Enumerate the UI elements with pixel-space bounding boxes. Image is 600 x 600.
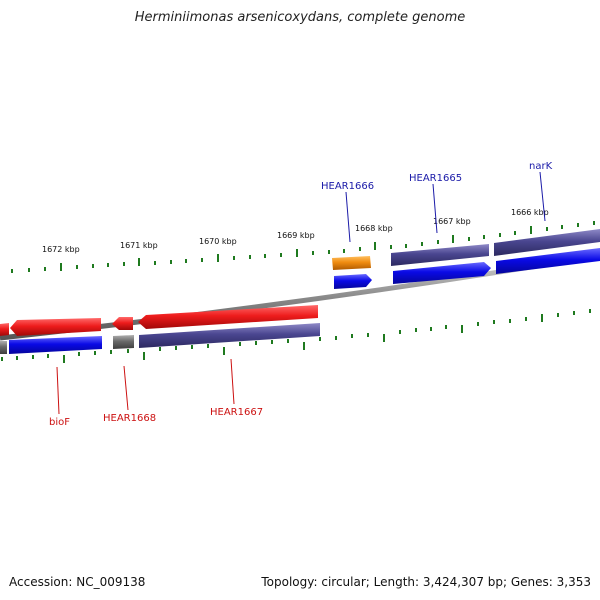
gene-HEAR1667-cds[interactable] xyxy=(139,323,320,348)
gene-label-HEAR1667[interactable]: HEAR1667 xyxy=(210,407,263,418)
gene-label-HEAR1665[interactable]: HEAR1665 xyxy=(409,173,462,184)
gene-HEAR1666-bar[interactable] xyxy=(332,256,371,270)
tick-label-1672: 1672 kbp xyxy=(42,245,80,254)
tick-label-1666: 1666 kbp xyxy=(511,208,549,217)
tick-label-1671: 1671 kbp xyxy=(120,241,158,250)
tick-label-1670: 1670 kbp xyxy=(199,237,237,246)
gene-bioF-bar[interactable] xyxy=(10,318,101,336)
tick-label-1667: 1667 kbp xyxy=(433,217,471,226)
gene-narK-cds[interactable] xyxy=(496,248,600,274)
leader-narK xyxy=(539,171,546,222)
gene-bioF-cds[interactable] xyxy=(9,336,102,354)
tick-label-1668: 1668 kbp xyxy=(355,224,393,233)
gene-red-left-edge[interactable] xyxy=(0,323,9,336)
gene-HEAR1667-bar[interactable] xyxy=(138,305,318,329)
page-title: Herminiimonas arsenicoxydans, complete g… xyxy=(134,10,466,25)
leader-bioF xyxy=(56,366,60,415)
gene-narK-bar[interactable] xyxy=(494,229,600,256)
gene-HEAR1666-cds[interactable] xyxy=(334,274,372,289)
gene-label-HEAR1666[interactable]: HEAR1666 xyxy=(321,181,374,192)
inner-tick-track xyxy=(1,309,591,363)
accession-text: Accession: NC_009138 xyxy=(9,575,146,589)
gene-label-bioF[interactable]: bioF xyxy=(49,417,70,428)
leader-HEAR1665 xyxy=(432,183,438,234)
leader-HEAR1667 xyxy=(230,358,235,405)
outer-tick-track xyxy=(11,221,595,273)
tick-label-1669: 1669 kbp xyxy=(277,231,315,240)
gene-label-narK[interactable]: narK xyxy=(529,161,553,172)
gene-HEAR1665-bar[interactable] xyxy=(391,244,489,266)
gene-HEAR1665-cds[interactable] xyxy=(393,262,491,284)
genome-stats-text: Topology: circular; Length: 3,424,307 bp… xyxy=(261,575,591,589)
gene-label-HEAR1668[interactable]: HEAR1668 xyxy=(103,413,156,424)
gene-HEAR1668-bar[interactable] xyxy=(112,317,133,330)
gene-HEAR1668-cds[interactable] xyxy=(113,335,134,349)
leader-HEAR1668 xyxy=(123,365,129,411)
leader-HEAR1666 xyxy=(345,191,351,243)
gene-gray-left-edge[interactable] xyxy=(0,341,7,354)
